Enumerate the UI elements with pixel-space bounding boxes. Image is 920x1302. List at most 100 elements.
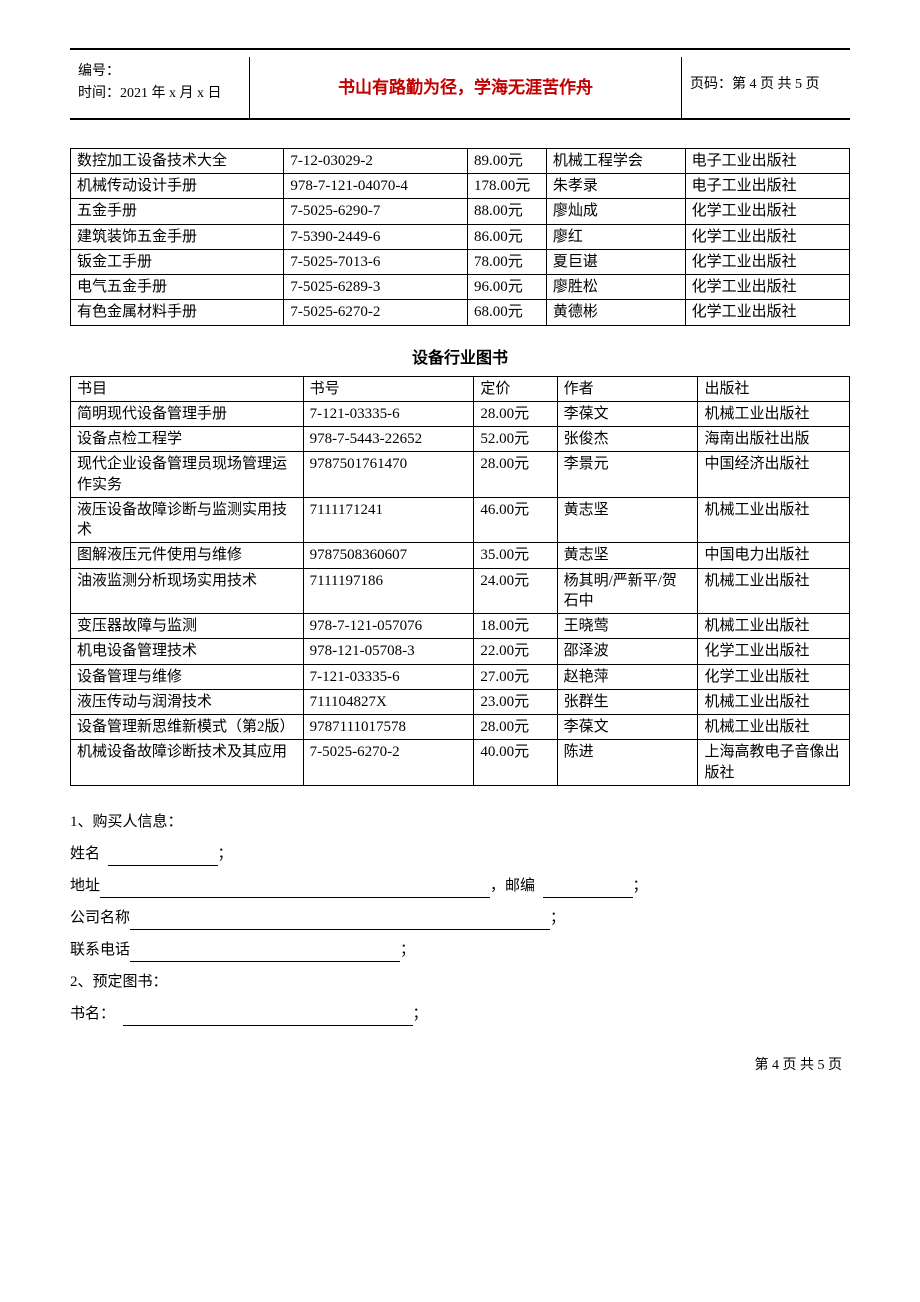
zip-label: ，邮编 [490,878,535,894]
table-cell: 22.00元 [474,639,557,664]
table-cell: 7-5390-2449-6 [284,224,468,249]
table-cell: 7-5025-6290-7 [284,199,468,224]
table-cell: 设备点检工程学 [71,427,304,452]
table-cell: 机械工业出版社 [698,401,850,426]
table-cell: 夏巨谌 [546,249,685,274]
table-cell: 9787111017578 [303,715,474,740]
table-cell: 廖胜松 [546,275,685,300]
table-cell: 机械工业出版社 [698,614,850,639]
table-cell: 40.00元 [474,740,557,786]
table-cell: 五金手册 [71,199,284,224]
table-cell: 简明现代设备管理手册 [71,401,304,426]
table-row: 变压器故障与监测978-7-121-05707618.00元王晓莺机械工业出版社 [71,614,850,639]
table-cell: 机械设备故障诊断技术及其应用 [71,740,304,786]
table-cell: 钣金工手册 [71,249,284,274]
table-row: 有色金属材料手册7-5025-6270-268.00元黄德彬化学工业出版社 [71,300,850,325]
table-cell: 机械工业出版社 [698,715,850,740]
table-cell: 27.00元 [474,664,557,689]
form-bookname-row: 书名： ； [70,1002,850,1026]
table-cell: 李葆文 [557,715,698,740]
form-block: 1、购买人信息： 姓名 ； 地址，邮编 ； 公司名称； 联系电话； 2、预定图书… [70,810,850,1026]
table-cell: 7111171241 [303,497,474,543]
table-cell: 陈进 [557,740,698,786]
table-cell: 机械工程学会 [546,148,685,173]
table-row: 液压设备故障诊断与监测实用技术711117124146.00元黄志坚机械工业出版… [71,497,850,543]
table-cell: 黄志坚 [557,543,698,568]
table-cell: 23.00元 [474,689,557,714]
table-cell: 中国经济出版社 [698,452,850,498]
table-cell: 上海高教电子音像出版社 [698,740,850,786]
table-cell: 9787501761470 [303,452,474,498]
table-header-cell: 出版社 [698,376,850,401]
table-cell: 978-7-121-04070-4 [284,174,468,199]
table-cell: 现代企业设备管理员现场管理运作实务 [71,452,304,498]
name-label: 姓名 [70,846,100,862]
table-row: 机电设备管理技术978-121-05708-322.00元邵泽波化学工业出版社 [71,639,850,664]
table-cell: 7-5025-6270-2 [303,740,474,786]
table-cell: 廖红 [546,224,685,249]
header-motto: 书山有路勤为径，学海无涯苦作舟 [250,57,682,118]
table-cell: 有色金属材料手册 [71,300,284,325]
serial-label: 编号： [78,61,245,83]
table-row: 五金手册7-5025-6290-788.00元廖灿成化学工业出版社 [71,199,850,224]
table-cell: 18.00元 [474,614,557,639]
table-cell: 廖灿成 [546,199,685,224]
table-cell: 海南出版社出版 [698,427,850,452]
table-row: 设备管理与维修7-121-03335-627.00元赵艳萍化学工业出版社 [71,664,850,689]
time-label: 时间：2021 年 x 月 x 日 [78,83,245,105]
form-company-row: 公司名称； [70,906,850,930]
table-cell: 朱孝录 [546,174,685,199]
table-cell: 中国电力出版社 [698,543,850,568]
table-cell: 李景元 [557,452,698,498]
table-header-cell: 书号 [303,376,474,401]
header-left: 编号： 时间：2021 年 x 月 x 日 [70,57,250,118]
table-cell: 28.00元 [474,401,557,426]
table-row: 机械设备故障诊断技术及其应用7-5025-6270-240.00元陈进上海高教电… [71,740,850,786]
table-row: 设备管理新思维新模式（第2版）978711101757828.00元李葆文机械工… [71,715,850,740]
phone-blank [130,961,400,962]
table-cell: 7-5025-7013-6 [284,249,468,274]
table-cell: 28.00元 [474,715,557,740]
table-cell: 机械工业出版社 [698,689,850,714]
table-row: 液压传动与润滑技术711104827X23.00元张群生机械工业出版社 [71,689,850,714]
book-table-2: 书目书号定价作者出版社简明现代设备管理手册7-121-03335-628.00元… [70,376,850,786]
table-cell: 7-5025-6289-3 [284,275,468,300]
book-table-1: 数控加工设备技术大全7-12-03029-289.00元机械工程学会电子工业出版… [70,148,850,326]
table-cell: 图解液压元件使用与维修 [71,543,304,568]
table-cell: 7111197186 [303,568,474,614]
table-cell: 李葆文 [557,401,698,426]
table-cell: 机电设备管理技术 [71,639,304,664]
table-row: 设备点检工程学978-7-5443-2265252.00元张俊杰海南出版社出版 [71,427,850,452]
table-cell: 化学工业出版社 [698,664,850,689]
company-blank [130,929,550,930]
table-cell: 化学工业出版社 [685,199,849,224]
table-row: 建筑装饰五金手册7-5390-2449-686.00元廖红化学工业出版社 [71,224,850,249]
table-cell: 24.00元 [474,568,557,614]
table-cell: 52.00元 [474,427,557,452]
phone-label: 联系电话 [70,942,130,958]
table-cell: 978-7-121-057076 [303,614,474,639]
top-rule [70,48,850,50]
table-cell: 46.00元 [474,497,557,543]
book-blank [123,1025,413,1026]
table-cell: 电子工业出版社 [685,148,849,173]
table-row: 图解液压元件使用与维修978750836060735.00元黄志坚中国电力出版社 [71,543,850,568]
table-cell: 电子工业出版社 [685,174,849,199]
footer-page: 第 4 页 共 5 页 [70,1054,850,1074]
table-header-cell: 定价 [474,376,557,401]
table-row: 钣金工手册7-5025-7013-678.00元夏巨谌化学工业出版社 [71,249,850,274]
table-cell: 7-12-03029-2 [284,148,468,173]
table-cell: 液压设备故障诊断与监测实用技术 [71,497,304,543]
header-box: 编号： 时间：2021 年 x 月 x 日 书山有路勤为径，学海无涯苦作舟 页码… [70,53,850,120]
table-cell: 9787508360607 [303,543,474,568]
table-cell: 设备管理新思维新模式（第2版） [71,715,304,740]
table-cell: 王晓莺 [557,614,698,639]
table-cell: 7-121-03335-6 [303,401,474,426]
table-row: 简明现代设备管理手册7-121-03335-628.00元李葆文机械工业出版社 [71,401,850,426]
table-cell: 电气五金手册 [71,275,284,300]
table-cell: 28.00元 [474,452,557,498]
table-cell: 711104827X [303,689,474,714]
table-row: 数控加工设备技术大全7-12-03029-289.00元机械工程学会电子工业出版… [71,148,850,173]
form-line-buyer: 1、购买人信息： [70,810,850,834]
table-cell: 化学工业出版社 [685,224,849,249]
